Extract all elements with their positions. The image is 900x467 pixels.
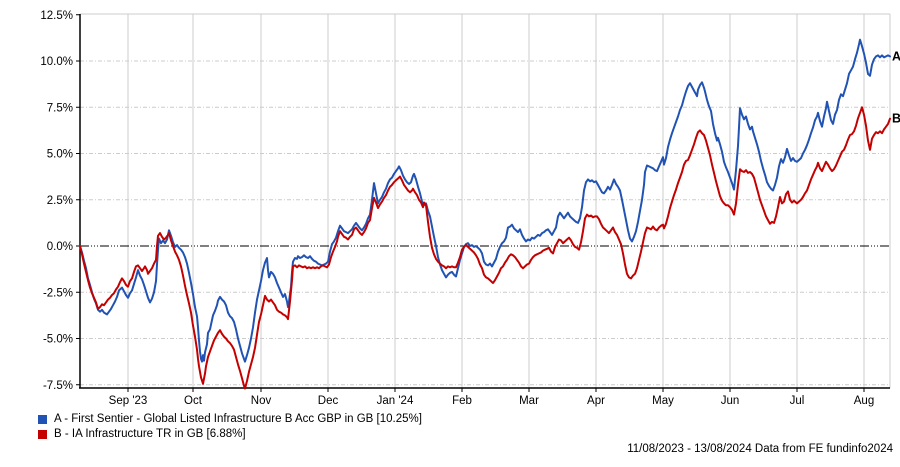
x-axis-month-label: Aug <box>854 395 874 407</box>
x-axis-month-label: Nov <box>251 395 272 407</box>
x-axis-month-label: Oct <box>184 395 203 407</box>
y-axis-tick-label: 10.0% <box>40 56 73 68</box>
series-line-b <box>79 106 891 390</box>
x-axis-month-label: Sep '23 <box>109 395 148 407</box>
y-axis-tick-label: 12.5% <box>40 10 73 22</box>
x-axis-month-label: Mar <box>519 395 539 407</box>
x-axis-month-label: Jun <box>721 395 740 407</box>
y-axis-tick-label: 7.5% <box>47 102 73 114</box>
x-axis-month-label: Feb <box>452 395 472 407</box>
y-axis-tick-label: 5.0% <box>47 149 73 161</box>
y-axis-tick-label: -5.0% <box>43 334 73 346</box>
x-axis-month-label: May <box>652 395 674 407</box>
y-axis-tick-label: 0.0% <box>47 241 73 253</box>
legend-swatch-b-icon <box>38 429 47 439</box>
series-end-label-a: A <box>892 49 900 63</box>
series-end-label-b: B <box>892 112 900 126</box>
legend-swatch-a-icon <box>38 414 47 424</box>
date-range-footer: 11/08/2023 - 13/08/2024 Data from FE fun… <box>627 443 893 455</box>
y-axis-tick-label: -7.5% <box>43 380 73 392</box>
legend-item-b: B - IA Infrastructure TR in GB [6.88%] <box>38 427 422 441</box>
legend-label-b: B - IA Infrastructure TR in GB [6.88%] <box>54 428 246 440</box>
x-axis-month-label: Dec <box>318 395 339 407</box>
x-axis-month-label: Apr <box>587 395 605 407</box>
y-axis-tick-label: 2.5% <box>47 195 73 207</box>
legend-label-a: A - First Sentier - Global Listed Infras… <box>54 413 422 425</box>
y-axis-tick-label: -2.5% <box>43 287 73 299</box>
series-line-a <box>79 38 891 363</box>
legend: A - First Sentier - Global Listed Infras… <box>38 412 422 441</box>
x-axis-month-label: Jan '24 <box>377 395 414 407</box>
legend-item-a: A - First Sentier - Global Listed Infras… <box>38 412 422 426</box>
x-axis-month-label: Jul <box>790 395 805 407</box>
